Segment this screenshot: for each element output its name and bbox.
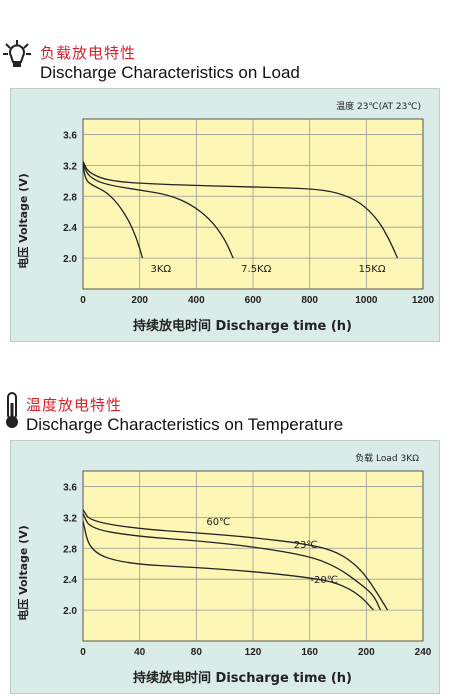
y-tick-label: 2.4	[63, 575, 77, 586]
series-label: -20℃	[310, 575, 338, 586]
x-tick-label: 1200	[412, 295, 435, 306]
series-line	[82, 161, 399, 259]
temperature-section: 温度放电特性 Discharge Characteristics on Temp…	[0, 355, 460, 700]
y-tick-label: 3.2	[63, 161, 77, 172]
series-label: 3KΩ	[151, 264, 172, 275]
chart-note: 温度 23℃(AT 23℃)	[336, 102, 421, 112]
y-tick-label: 3.6	[63, 130, 77, 141]
series-line	[82, 163, 234, 259]
x-tick-label: 160	[301, 647, 318, 658]
series-label: 23℃	[294, 540, 318, 551]
chart-load: 0 200 400 600 800 1000 1200 2.0 2.4 2.8 3.2 3.6 3KΩ 7…	[63, 118, 435, 306]
x-axis-label: 持续放电时间 Discharge time (h)	[133, 319, 353, 334]
x-tick-label: 80	[191, 647, 203, 658]
lightbulb-icon	[3, 40, 31, 67]
x-tick-label: 200	[358, 647, 375, 658]
x-tick-label: 240	[415, 647, 432, 658]
y-axis-label: 电压 Voltage (V)	[17, 525, 30, 621]
x-tick-label: 0	[80, 647, 86, 658]
series-line	[82, 521, 374, 611]
x-tick-label: 600	[245, 295, 262, 306]
series-line	[82, 165, 144, 259]
y-tick-label: 2.0	[63, 606, 77, 617]
chart-note: 负载 Load 3KΩ	[355, 454, 419, 464]
series-label: 60℃	[206, 517, 230, 528]
series-line	[82, 509, 389, 611]
section-title-en: Discharge Characteristics on Temperature	[26, 415, 344, 434]
y-tick-label: 2.4	[63, 223, 77, 234]
y-tick-label: 3.6	[63, 482, 77, 493]
x-tick-label: 120	[245, 647, 262, 658]
y-axis-label: 电压 Voltage (V)	[17, 173, 30, 269]
chart-panel-temperature: 负载 Load 3KΩ 0 40 80 120 160 200 240 2.0 2.4 2.8 3.…	[10, 440, 440, 694]
x-tick-label: 1000	[355, 295, 378, 306]
x-tick-label: 40	[134, 647, 146, 658]
series-label: 15KΩ	[359, 264, 386, 275]
y-tick-label: 3.2	[63, 513, 77, 524]
series-label: 7.5KΩ	[241, 264, 271, 275]
series-line	[82, 513, 382, 611]
thermometer-icon	[6, 392, 18, 428]
section-title-en: Discharge Characteristics on Load	[40, 63, 300, 82]
chart-panel-load: 温度 23℃(AT 23℃) 0 200 400 600 800 1000 1200 2.0 2…	[10, 88, 440, 342]
y-tick-label: 2.0	[63, 254, 77, 265]
x-tick-label: 200	[131, 295, 148, 306]
section-title-cn: 负载放电特性	[40, 44, 137, 62]
x-tick-label: 400	[188, 295, 205, 306]
x-axis-label: 持续放电时间 Discharge time (h)	[133, 671, 353, 686]
chart-temperature: 0 40 80 120 160 200 240 2.0 2.4 2.8 3.2 3.6 60℃ 23℃ -2…	[63, 470, 432, 658]
load-section: 负载放电特性 Discharge Characteristics on Load…	[3, 40, 440, 342]
section-title-cn: 温度放电特性	[26, 396, 123, 414]
y-tick-label: 2.8	[63, 544, 77, 555]
y-tick-label: 2.8	[63, 192, 77, 203]
x-tick-label: 800	[301, 295, 318, 306]
x-tick-label: 0	[80, 295, 86, 306]
